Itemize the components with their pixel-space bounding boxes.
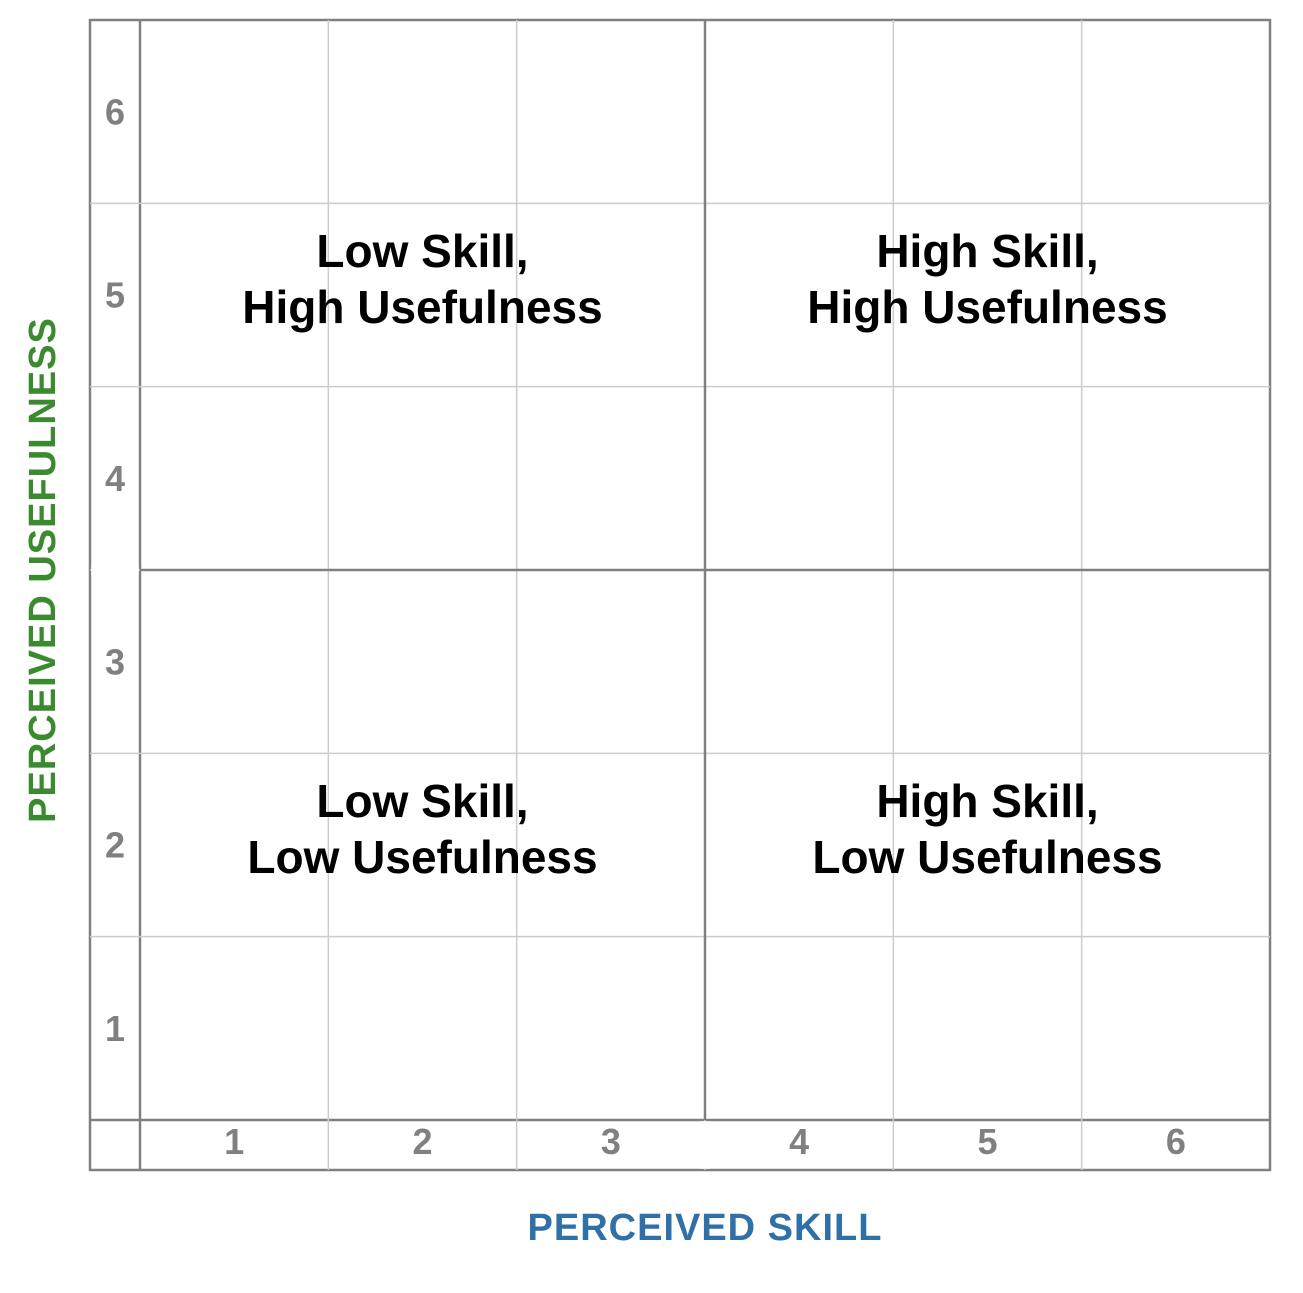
x-tick-label: 1	[224, 1121, 244, 1162]
x-tick-label: 4	[789, 1121, 809, 1162]
quadrant-label-line2: High Usefulness	[807, 281, 1167, 333]
x-tick-label: 2	[412, 1121, 432, 1162]
quadrant-label-line2: Low Usefulness	[247, 831, 597, 883]
x-tick-label: 6	[1166, 1121, 1186, 1162]
y-band-gap	[91, 565, 139, 575]
x-tick-label: 3	[601, 1121, 621, 1162]
quadrant-label-line1: High Skill,	[876, 775, 1098, 827]
quadrant-chart: Low Skill,High UsefulnessHigh Skill,High…	[0, 0, 1303, 1293]
quadrant-label-line1: High Skill,	[876, 225, 1098, 277]
x-tick-label: 5	[977, 1121, 997, 1162]
y-axis-label: PERCEIVED USEFULNESS	[22, 317, 64, 823]
quadrant-label-line1: Low Skill,	[316, 225, 528, 277]
quadrant-label-line2: Low Usefulness	[812, 831, 1162, 883]
y-tick-label: 4	[105, 458, 125, 499]
y-tick-label: 2	[105, 825, 125, 866]
y-tick-label: 3	[105, 641, 125, 682]
x-band-gap	[700, 1121, 710, 1169]
x-axis-label: PERCEIVED SKILL	[528, 1207, 883, 1249]
quadrant-label-line2: High Usefulness	[242, 281, 602, 333]
y-tick-label: 6	[105, 91, 125, 132]
y-tick-label: 5	[105, 275, 125, 316]
quadrant-label-line1: Low Skill,	[316, 775, 528, 827]
chart-svg: Low Skill,High UsefulnessHigh Skill,High…	[0, 0, 1303, 1293]
y-tick-label: 1	[105, 1008, 125, 1049]
